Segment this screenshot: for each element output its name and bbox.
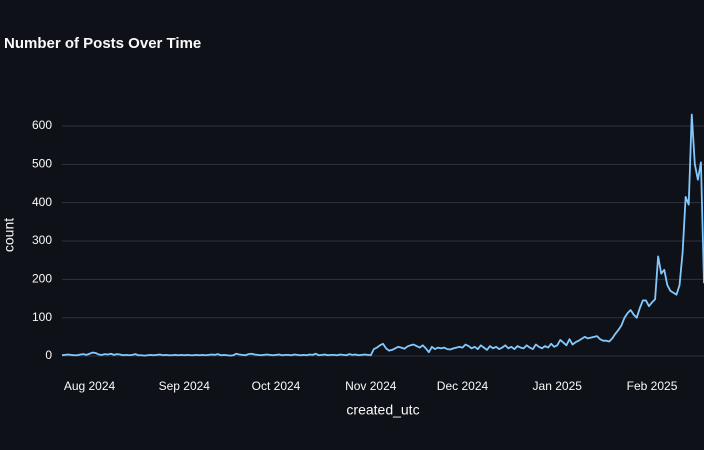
data-line (61, 113, 704, 357)
y-tick-label: 300 (32, 233, 52, 247)
chart-title: Number of Posts Over Time (4, 35, 201, 52)
x-tick-label: Feb 2025 (627, 379, 678, 393)
y-tick-label: 200 (32, 272, 52, 286)
y-tick-label: 100 (32, 310, 52, 324)
y-tick-label: 500 (32, 157, 52, 171)
x-tick-label: Sep 2024 (159, 379, 211, 393)
x-tick-label: Nov 2024 (345, 379, 397, 393)
x-axis-title: created_utc (346, 402, 419, 418)
y-tick-label: 0 (45, 348, 52, 362)
y-tick-label: 600 (32, 118, 52, 132)
x-tick-label: Dec 2024 (437, 379, 489, 393)
y-tick-label: 400 (32, 195, 52, 209)
x-tick-label: Jan 2025 (533, 379, 583, 393)
x-tick-label: Oct 2024 (252, 379, 301, 393)
x-tick-label: Aug 2024 (64, 379, 116, 393)
y-axis-title: count (1, 218, 17, 252)
